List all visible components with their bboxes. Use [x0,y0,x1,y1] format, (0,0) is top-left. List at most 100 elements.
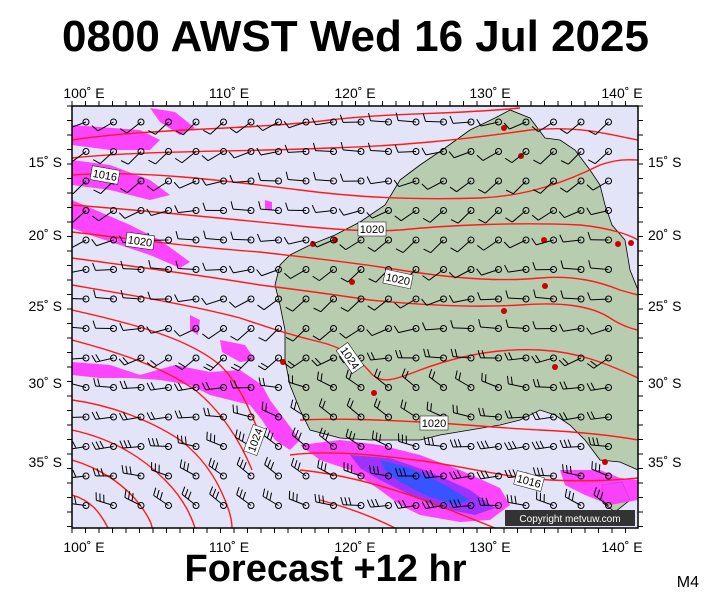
wind-barb [173,325,200,337]
wind-barb [119,118,145,134]
wind-barb [422,207,447,223]
wind-barb [146,177,172,192]
wind-barb [201,325,227,340]
wind-barb [201,295,227,306]
wind-barb [398,433,420,450]
wind-barb [421,147,447,156]
wind-barb [339,114,365,126]
wind-barb [587,232,612,244]
wind-barb [146,411,172,421]
wind-barb [72,148,90,163]
wind-barb [536,491,557,509]
wind-barb [450,207,475,224]
wind-barb [256,147,282,156]
wind-barb [339,236,365,251]
wind-barb [503,118,530,130]
wind-barb [229,118,255,134]
wind-barb [505,207,530,223]
wind-barb [560,260,585,273]
wind-barb [401,368,420,391]
wind-barb [533,177,557,194]
wind-barb [587,354,612,369]
wind-barb [230,201,255,214]
wind-barb [258,377,282,391]
lat-labels-right: 15˚ S 20˚ S 25˚ S 30˚ S 35˚ S [648,154,681,470]
isobars [72,107,638,528]
wind-barb [72,413,90,421]
wind-barb [588,148,612,165]
wind-barb [449,439,475,450]
lat-tick-label: 25˚ S [29,298,62,314]
lon-labels-top: 100˚ E 110˚ E 120˚ E 130˚ E 140˚ E [63,85,642,101]
isobar-label: 1020 [124,231,156,251]
wind-barb [593,487,612,509]
lat-tick-label: 30˚ S [648,375,681,391]
wind-barb [236,486,255,509]
wind-barb [476,266,502,276]
frame-ticks [67,101,643,533]
wind-barb [175,230,200,244]
wind-barb [366,207,392,219]
wind-barb [72,440,90,450]
wind-barb [312,266,337,282]
wind-barb [313,295,337,313]
wind-barb [338,207,365,216]
wind-barb [256,266,282,277]
wind-barb [368,465,392,480]
wind-barb [586,325,612,335]
page-title: 0800 AWST Wed 16 Jul 2025 [62,12,649,61]
wind-barb [395,468,420,480]
wind-barb [203,230,227,244]
isobar-label: 1016 [89,165,121,185]
wind-barb [257,354,282,371]
wind-barb [176,434,200,450]
wind-barb [422,266,447,281]
wind-barb [340,266,365,283]
wind-barb [477,350,502,362]
lat-tick-label: 20˚ S [648,227,681,243]
wind-barb [531,118,557,133]
wind-barb [72,118,90,128]
wind-barb [257,233,282,244]
wind-barb [422,113,447,126]
wind-barb [395,112,420,126]
wind-barb [173,177,200,189]
wind-barb [258,201,282,214]
wind-barb [367,142,392,155]
wind-barb [421,499,447,510]
wind-barb [586,411,612,421]
wind-barb [366,325,392,337]
wind-barb [314,493,337,509]
wind-barb [586,382,612,391]
wind-barb [202,202,227,214]
wind-barb [311,204,337,214]
isobar-label: 1020 [357,221,387,237]
isobar-labels: 1016 1020 1020 1020 1024 1024 1020 1016 [89,165,545,492]
wind-barb [345,369,365,391]
wind-barb [559,439,585,450]
wind-barb [201,177,227,186]
wind-barb [591,461,612,480]
svg-text:1020: 1020 [127,234,153,249]
wind-barb [119,439,145,450]
wind-barb [121,465,145,480]
wind-barb [450,320,475,332]
wind-barb [262,488,282,509]
wind-barb [450,236,475,253]
wind-barb [340,496,365,509]
isobar-label: 1020 [382,268,414,290]
wind-barb [560,118,585,134]
wind-barb [316,371,337,391]
wind-barb [120,289,145,303]
wind-barb [236,456,255,480]
wind-barb [394,295,420,309]
wind-barb [367,236,392,252]
wind-barb [504,410,530,421]
wind-barb [284,266,310,279]
wind-barb [448,266,475,279]
wind-barb [72,236,90,249]
wind-barb [230,231,255,244]
lat-labels-left: 15˚ S 20˚ S 25˚ S 30˚ S 35˚ S [29,154,62,470]
wind-barb [120,260,145,273]
wind-barb [476,148,502,161]
